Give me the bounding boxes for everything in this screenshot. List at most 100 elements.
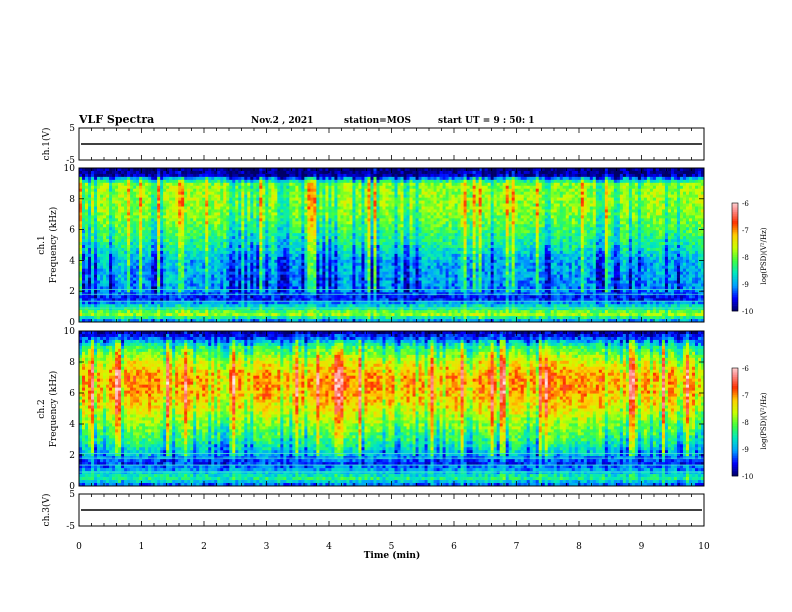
ch1-spectrogram-cell xyxy=(584,207,587,210)
ch1-spectrogram-cell xyxy=(85,204,88,207)
ch1-spectrogram-cell xyxy=(310,212,313,215)
ch1-spectrogram-cell xyxy=(665,233,668,236)
ch1-spectrogram-cell xyxy=(635,198,638,201)
ch1-spectrogram-cell xyxy=(521,212,524,215)
ch1-spectrogram-cell xyxy=(175,171,178,174)
ch1-spectrogram-cell xyxy=(449,218,452,221)
ch1-spectrogram-cell xyxy=(410,201,413,204)
ch1-spectrogram-cell xyxy=(692,224,695,227)
ch1-spectrogram-cell xyxy=(274,186,277,189)
ch1-spectrogram-cell xyxy=(437,183,440,186)
ch1-spectrogram-cell xyxy=(103,177,106,180)
ch1-spectrogram-cell xyxy=(295,180,298,183)
ch1-spectrogram-cell xyxy=(286,215,289,218)
ch1-spectrogram-cell xyxy=(235,221,238,224)
ch1-spectrogram-cell xyxy=(428,192,431,195)
ch1-spectrogram-cell xyxy=(587,212,590,215)
ch1-spectrogram-cell xyxy=(626,192,629,195)
ch1-spectrogram-cell xyxy=(611,215,614,218)
ch1-spectrogram-cell xyxy=(512,174,515,177)
ch1-spectrogram-cell xyxy=(223,186,226,189)
ch1-spectrogram-cell xyxy=(211,212,214,215)
ch1-spectrogram-cell xyxy=(88,180,91,183)
ch1-spectrogram-cell xyxy=(425,233,428,236)
ch1-spectrogram-cell xyxy=(665,227,668,230)
ch1-spectrogram-cell xyxy=(641,227,644,230)
ch1-spectrogram-cell xyxy=(346,183,349,186)
ch1-spectrogram-cell xyxy=(653,218,656,221)
ch1-spectrogram-cell xyxy=(223,204,226,207)
ch1-spectrogram-cell xyxy=(97,174,100,177)
ch1-spectrogram-cell xyxy=(226,212,229,215)
ch1-spectrogram-cell xyxy=(485,171,488,174)
ch1-spectrogram-cell xyxy=(103,183,106,186)
ch1-spectrogram-cell xyxy=(428,186,431,189)
ch1-spectrogram-cell xyxy=(262,183,265,186)
ch1-spectrogram-cell xyxy=(175,198,178,201)
ch1-spectrogram-cell xyxy=(166,218,169,221)
ch1-spectrogram-cell xyxy=(575,207,578,210)
ch1-spectrogram-cell xyxy=(205,221,208,224)
ch1-spectrogram-cell xyxy=(530,212,533,215)
ch1-spectrogram-cell xyxy=(169,236,172,239)
ch1-spectrogram-cell xyxy=(401,186,404,189)
ch1-spectrogram-cell xyxy=(524,215,527,218)
ch1-spectrogram-cell xyxy=(506,201,509,204)
ch1-spectrogram-cell xyxy=(175,189,178,192)
ch1-spectrogram-cell xyxy=(337,189,340,192)
ch1-spectrogram-cell xyxy=(527,180,530,183)
ch1-spectrogram-cell xyxy=(172,230,175,233)
ch1-spectrogram-cell xyxy=(521,180,524,183)
ch1-spectrogram-cell xyxy=(431,227,434,230)
ch1-spectrogram-cell xyxy=(265,221,268,224)
ch1-spectrogram-cell xyxy=(488,195,491,198)
ch1-spectrogram-cell xyxy=(325,221,328,224)
ch1-spectrogram-cell xyxy=(193,180,196,183)
ch1-spectrogram-cell xyxy=(310,215,313,218)
ch1-spectrogram-cell xyxy=(133,174,136,177)
ch1-spectrogram-cell xyxy=(431,230,434,233)
ch1-spectrogram-cell xyxy=(455,207,458,210)
ch1-spectrogram-cell xyxy=(379,230,382,233)
ch1-spectrogram-cell xyxy=(82,221,85,224)
ch1-spectrogram-cell xyxy=(172,189,175,192)
ch1-spectrogram-cell xyxy=(130,212,133,215)
ch1-spectrogram-cell xyxy=(286,204,289,207)
ch1-spectrogram-cell xyxy=(325,177,328,180)
ch1-spectrogram-cell xyxy=(464,192,467,195)
ch1-spectrogram-cell xyxy=(196,227,199,230)
ch1-spectrogram-cell xyxy=(566,215,569,218)
ch1-spectrogram-cell xyxy=(133,195,136,198)
ch1-spectrogram-cell xyxy=(139,177,142,180)
ch1-spectrogram-cell xyxy=(629,207,632,210)
ch1-spectrogram-cell xyxy=(241,212,244,215)
ch1-spectrogram-cell xyxy=(545,201,548,204)
ch1-spectrogram-cell xyxy=(271,233,274,236)
ch1-spectrogram-cell xyxy=(271,204,274,207)
ch1-spectrogram-cell xyxy=(662,227,665,230)
ch1-spectrogram-cell xyxy=(476,171,479,174)
ch1-spectrogram-cell xyxy=(259,177,262,180)
ch1-spectrogram-cell xyxy=(674,230,677,233)
ch1-spectrogram-cell xyxy=(100,180,103,183)
ch1-spectrogram-cell xyxy=(473,227,476,230)
ch1-spectrogram-cell xyxy=(214,230,217,233)
ch1-spectrogram-cell xyxy=(434,192,437,195)
ch1-spectrogram-cell xyxy=(364,186,367,189)
ch1-spectrogram-cell xyxy=(419,198,422,201)
ch1-spectrogram-cell xyxy=(334,201,337,204)
ch1-spectrogram-cell xyxy=(190,171,193,174)
ch1-spectrogram-cell xyxy=(485,224,488,227)
ch1-spectrogram-cell xyxy=(301,218,304,221)
ch1-spectrogram-cell xyxy=(274,192,277,195)
ch1-spectrogram-cell xyxy=(599,218,602,221)
ch1-spectrogram-cell xyxy=(608,221,611,224)
ch1-spectrogram-cell xyxy=(379,183,382,186)
ch1-spectrogram-cell xyxy=(530,186,533,189)
ch1-spectrogram-cell xyxy=(283,221,286,224)
ch1-spectrogram-cell xyxy=(94,183,97,186)
ch1-spectrogram-cell xyxy=(202,209,205,212)
ch1-spectrogram-cell xyxy=(638,198,641,201)
ch1-spectrogram-cell xyxy=(410,186,413,189)
ch1-spectrogram-cell xyxy=(680,224,683,227)
